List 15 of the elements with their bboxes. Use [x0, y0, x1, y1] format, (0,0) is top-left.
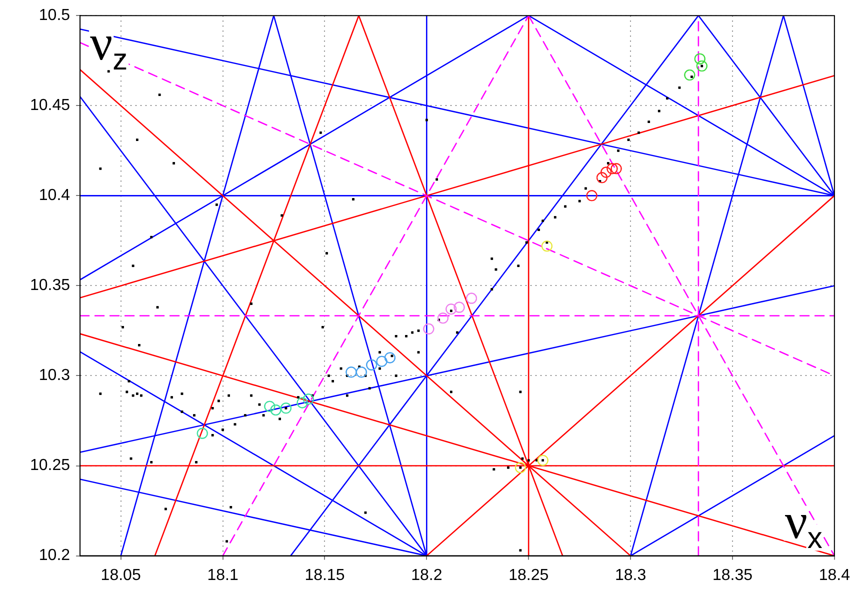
- x-tick-label: 18.25: [508, 566, 549, 584]
- x-tick-label: 18.4: [818, 566, 850, 584]
- x-tick-label: 18.15: [304, 566, 345, 584]
- x-tick-label: 18.2: [411, 566, 442, 584]
- y-tick-label: 10.3: [38, 367, 70, 384]
- x-tick-label: 18.1: [207, 566, 238, 584]
- x-tick-label: 18.35: [712, 566, 753, 584]
- y-tick-label: 10.5: [38, 7, 70, 24]
- y-tick-label: 10.4: [38, 187, 70, 204]
- y-tick-label: 10.25: [30, 457, 70, 474]
- y-tick-label: 10.35: [30, 277, 70, 294]
- x-tick-label: 18.3: [614, 566, 646, 584]
- x-tick-label: 18.05: [100, 566, 141, 584]
- y-tick-label: 10.2: [38, 547, 70, 564]
- y-tick-label: 10.45: [30, 97, 70, 114]
